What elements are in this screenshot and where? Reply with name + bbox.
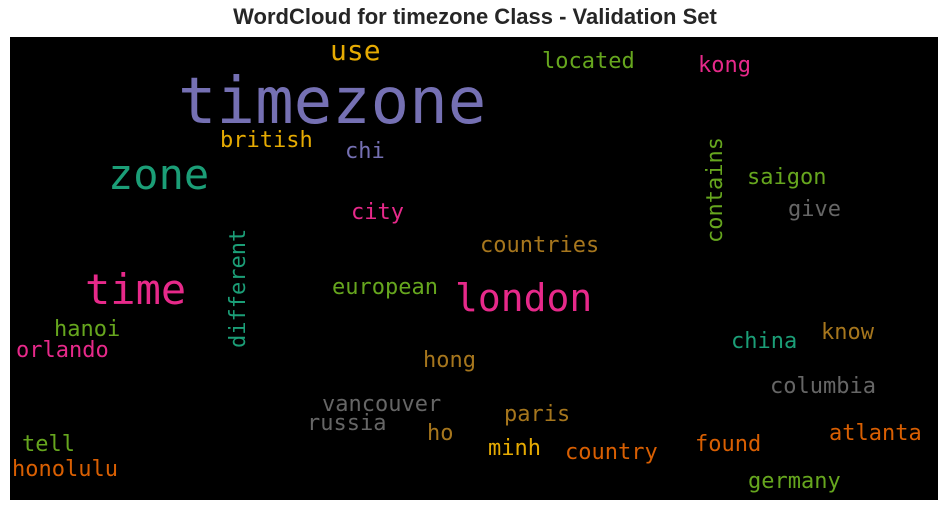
word-know: know	[821, 320, 874, 345]
word-zone: zone	[108, 150, 210, 199]
word-hanoi: hanoi	[54, 317, 121, 342]
word-contains: contains	[703, 136, 728, 243]
word-kong: kong	[698, 53, 751, 78]
word-give: give	[788, 197, 841, 222]
word-vancouver: vancouver	[322, 392, 442, 417]
word-orlando: orlando	[16, 338, 109, 363]
word-city: city	[351, 200, 404, 225]
word-paris: paris	[504, 402, 571, 427]
word-honolulu: honolulu	[12, 457, 118, 482]
word-chi: chi	[345, 139, 385, 164]
word-ho: ho	[427, 421, 454, 446]
word-hong: hong	[423, 348, 476, 373]
word-london: london	[455, 276, 593, 320]
word-located: located	[542, 49, 635, 74]
word-countries: countries	[480, 233, 600, 258]
chart-title: WordCloud for timezone Class - Validatio…	[233, 4, 717, 29]
wordcloud-canvas: timezone zone time london use located kong brit…	[10, 37, 938, 500]
word-found: found	[695, 432, 762, 457]
word-saigon: saigon	[747, 165, 827, 190]
word-columbia: columbia	[770, 374, 876, 399]
word-timezone: timezone	[178, 65, 487, 139]
word-china: china	[731, 329, 798, 354]
word-russia: russia	[307, 411, 387, 436]
word-germany: germany	[748, 469, 841, 494]
word-use: use	[330, 37, 381, 67]
word-atlanta: atlanta	[829, 421, 922, 446]
word-different: different	[226, 228, 251, 348]
word-british: british	[220, 128, 313, 153]
word-minh: minh	[488, 436, 541, 461]
word-tell: tell	[22, 432, 75, 457]
word-country: country	[565, 440, 658, 465]
word-time: time	[85, 265, 187, 314]
word-european: european	[332, 275, 438, 300]
